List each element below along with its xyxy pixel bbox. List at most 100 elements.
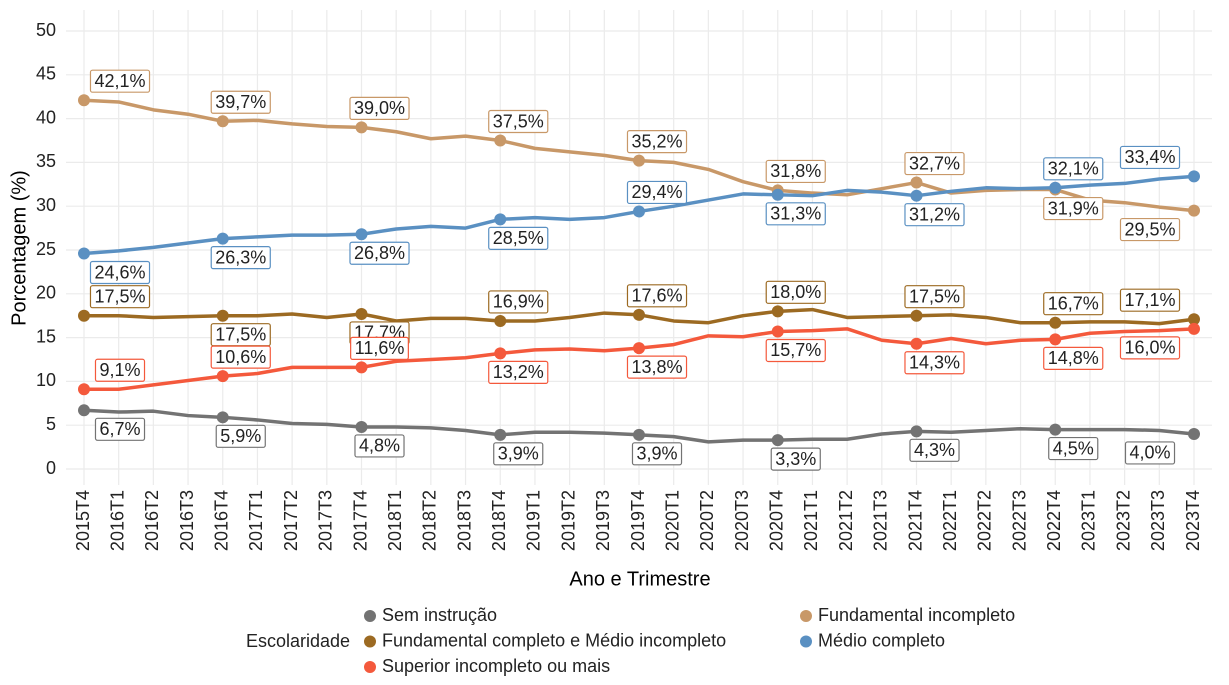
data-label-text: 28,5% — [493, 228, 544, 248]
point-marker — [494, 314, 507, 327]
y-axis-title: Porcentagem (%) — [8, 170, 30, 326]
point-marker — [494, 213, 507, 226]
y-tick-label: 15 — [36, 326, 56, 346]
data-label-text: 18,0% — [770, 282, 821, 302]
data-label-text: 42,1% — [94, 71, 145, 91]
data-label-text: 14,3% — [909, 352, 960, 372]
data-label-box — [488, 290, 549, 314]
data-label-text: 29,5% — [1124, 219, 1175, 239]
point-marker — [1188, 322, 1200, 335]
data-label-box — [765, 338, 826, 363]
data-label-text: 32,1% — [1048, 159, 1099, 179]
data-label: 17,5% — [904, 285, 965, 309]
point-marker — [78, 247, 90, 260]
x-tick-label: 2016T1 — [107, 490, 127, 551]
x-tick-label: 2020T2 — [697, 490, 717, 551]
data-label-text: 37,5% — [493, 111, 544, 131]
data-label: 9,1% — [94, 358, 146, 382]
point-marker — [633, 342, 645, 355]
data-label: 17,1% — [1119, 288, 1181, 312]
data-label-text: 4,8% — [359, 436, 400, 456]
data-label-box — [765, 280, 826, 304]
point-marker — [355, 361, 368, 374]
point-marker — [355, 307, 368, 320]
data-label-text: 26,3% — [215, 247, 266, 267]
x-tick-label: 2018T1 — [385, 490, 405, 551]
x-tick-label: 2022T2 — [975, 490, 995, 551]
data-label: 15,7% — [765, 338, 826, 363]
data-label-text: 14,8% — [1048, 348, 1099, 368]
data-label: 32,1% — [1043, 157, 1104, 181]
x-tick-label: 2016T2 — [142, 490, 162, 551]
data-label: 13,8% — [626, 355, 688, 379]
data-label: 26,8% — [349, 241, 410, 265]
data-label-text: 4,0% — [1129, 443, 1170, 463]
data-label: 26,3% — [210, 246, 271, 270]
data-label: 6,7% — [94, 417, 146, 441]
y-tick-label: 50 — [36, 20, 56, 40]
point-marker — [1188, 170, 1200, 183]
data-label-text: 9,1% — [99, 360, 140, 380]
x-tick-label: 2022T4 — [1044, 490, 1064, 551]
data-label: 42,1% — [89, 69, 151, 93]
x-axis-title: Ano e Trimestre — [569, 568, 710, 590]
y-tick-label: 30 — [36, 195, 56, 215]
x-tick-label: 2023T3 — [1148, 490, 1168, 551]
data-label-text: 17,1% — [1124, 290, 1175, 310]
data-label-box — [904, 351, 965, 375]
data-label-box — [488, 109, 549, 134]
data-label-text: 31,8% — [770, 161, 821, 181]
data-label-text: 17,5% — [94, 286, 145, 306]
data-label-box — [354, 434, 405, 458]
x-tick-label: 2017T2 — [281, 490, 301, 551]
point-marker — [910, 176, 923, 189]
data-label-box — [210, 345, 271, 369]
point-marker — [216, 370, 229, 383]
data-label-box — [1048, 436, 1099, 461]
data-label-text: 17,5% — [215, 324, 266, 344]
data-label-box — [904, 151, 965, 176]
data-label: 4,8% — [354, 434, 405, 458]
data-label-box — [1043, 346, 1104, 370]
point-marker — [633, 205, 645, 218]
y-tick-label: 10 — [36, 370, 56, 390]
data-label-box — [488, 360, 549, 384]
data-label-box — [904, 203, 965, 227]
y-tick-label: 40 — [36, 107, 56, 127]
data-label: 4,3% — [909, 438, 960, 462]
x-tick-label: 2019T3 — [593, 490, 613, 551]
y-tick-label: 25 — [36, 239, 56, 259]
data-label: 14,3% — [904, 351, 965, 375]
x-tick-label: 2019T2 — [558, 490, 578, 551]
x-tick-label: 2021T1 — [801, 490, 821, 551]
data-label-box — [493, 442, 544, 466]
y-tick-label: 20 — [36, 283, 56, 303]
point-marker — [633, 428, 645, 441]
point-marker — [78, 94, 90, 107]
data-label-box — [626, 355, 688, 379]
y-tick-label: 0 — [46, 458, 56, 478]
legend-label: Fundamental incompleto — [818, 605, 1015, 625]
y-tick-label: 5 — [46, 414, 56, 434]
legend-label: Médio completo — [818, 630, 945, 650]
x-tick-label: 2020T1 — [662, 490, 682, 551]
data-label-text: 16,7% — [1048, 293, 1099, 313]
data-label: 31,9% — [1043, 196, 1104, 221]
data-label-box — [1043, 292, 1104, 316]
data-label-text: 39,0% — [354, 98, 405, 118]
data-label-box — [1043, 196, 1104, 221]
data-label-box — [770, 447, 821, 471]
data-label: 4,5% — [1048, 436, 1099, 461]
x-tick-label: 2022T3 — [1009, 490, 1029, 551]
data-label-box — [215, 424, 266, 448]
data-label-box — [210, 246, 271, 270]
data-label-text: 15,7% — [770, 340, 821, 360]
data-label-text: 11,6% — [355, 338, 405, 358]
x-tick-label: 2020T4 — [767, 490, 787, 551]
data-label-text: 35,2% — [631, 131, 682, 151]
point-marker — [355, 121, 368, 134]
data-label-text: 26,8% — [354, 243, 405, 263]
data-label: 39,0% — [349, 96, 410, 120]
data-label-text: 3,9% — [498, 444, 539, 464]
data-label-box — [1119, 217, 1181, 242]
